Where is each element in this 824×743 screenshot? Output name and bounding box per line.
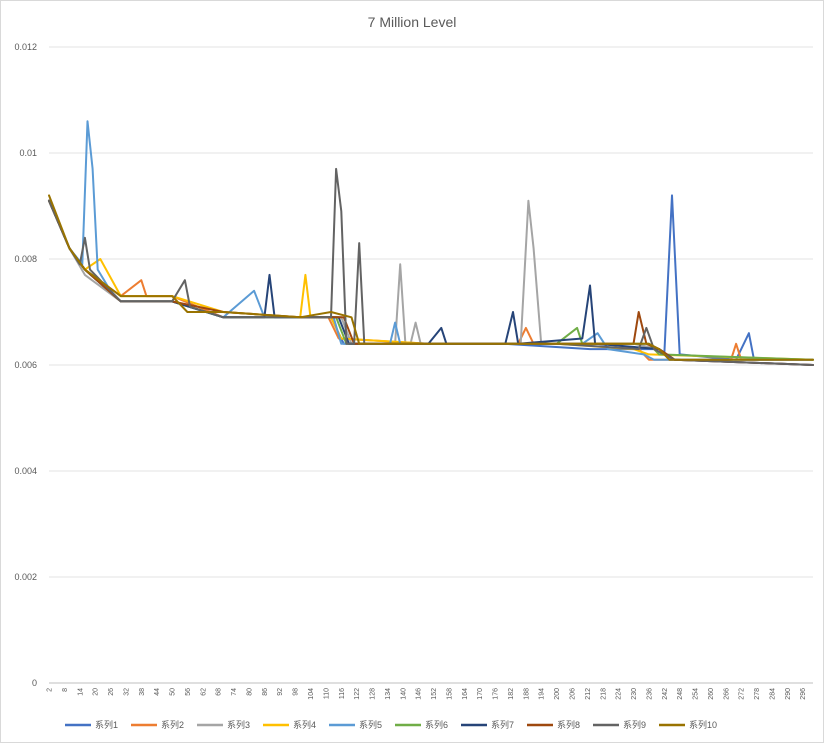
x-tick-label: 206 xyxy=(570,688,577,700)
x-tick-label: 92 xyxy=(277,688,284,696)
x-tick-label: 140 xyxy=(400,688,407,700)
series-line xyxy=(48,167,814,366)
x-tick-label: 80 xyxy=(246,688,253,696)
legend-label: 系列1 xyxy=(95,719,118,730)
legend-label: 系列7 xyxy=(491,719,514,730)
legend-label: 系列5 xyxy=(359,719,382,730)
x-tick-label: 104 xyxy=(308,688,315,700)
legend-label: 系列2 xyxy=(161,719,184,730)
x-tick-label: 56 xyxy=(185,688,192,696)
y-tick-label: 0.01 xyxy=(19,148,37,158)
y-axis-ticks: 0 0.002 0.004 0.006 0.008 0.01 0.012 xyxy=(14,42,37,688)
x-tick-label: 182 xyxy=(508,688,515,700)
x-tick-label: 116 xyxy=(339,688,346,699)
x-tick-label: 62 xyxy=(200,688,207,696)
x-tick-label: 272 xyxy=(739,688,746,700)
x-tick-label: 38 xyxy=(139,688,146,696)
x-tick-label: 212 xyxy=(585,688,592,700)
x-tick-label: 260 xyxy=(708,688,715,700)
series-lines xyxy=(48,120,814,366)
x-tick-label: 164 xyxy=(462,688,469,700)
x-tick-label: 242 xyxy=(662,688,669,700)
x-tick-label: 110 xyxy=(323,688,330,699)
legend-label: 系列9 xyxy=(623,719,646,730)
x-tick-label: 278 xyxy=(754,688,761,700)
x-tick-label: 248 xyxy=(677,688,684,700)
x-tick-label: 86 xyxy=(262,688,269,696)
y-tick-label: 0 xyxy=(32,678,37,688)
x-tick-label: 266 xyxy=(723,688,730,700)
y-tick-label: 0.006 xyxy=(14,360,37,370)
y-tick-label: 0.004 xyxy=(14,466,37,476)
legend: 系列1 系列2 系列3 系列4 系列5 系列6 系列7 系列8 系列9 系列10 xyxy=(65,719,717,730)
x-tick-label: 254 xyxy=(693,688,700,700)
x-tick-label: 218 xyxy=(600,688,607,700)
x-tick-label: 170 xyxy=(477,688,484,700)
x-tick-label: 158 xyxy=(446,688,453,700)
legend-label: 系列4 xyxy=(293,719,316,730)
x-tick-label: 146 xyxy=(416,688,423,700)
x-tick-label: 188 xyxy=(523,688,530,700)
x-tick-label: 98 xyxy=(293,688,300,696)
legend-label: 系列3 xyxy=(227,719,250,730)
x-tick-label: 20 xyxy=(93,688,100,696)
y-tick-label: 0.008 xyxy=(14,254,37,264)
x-tick-label: 236 xyxy=(646,688,653,700)
y-tick-label: 0.002 xyxy=(14,572,37,582)
legend-label: 系列6 xyxy=(425,719,448,730)
x-tick-label: 68 xyxy=(216,688,223,696)
series-line xyxy=(48,199,814,361)
series-line xyxy=(48,194,814,361)
x-tick-label: 26 xyxy=(108,688,115,696)
x-axis-ticks: 2 8 14 20 26 32 38 44 50 56 62 68 74 80 86 92 98 104 110 11… xyxy=(47,688,808,700)
series-line xyxy=(48,199,814,366)
y-tick-label: 0.012 xyxy=(14,42,37,52)
series-line xyxy=(48,120,814,361)
x-tick-label: 50 xyxy=(170,688,177,696)
x-tick-label: 230 xyxy=(631,688,638,700)
x-tick-label: 296 xyxy=(800,688,807,700)
x-tick-label: 152 xyxy=(431,688,438,700)
x-tick-label: 2 xyxy=(47,688,54,692)
x-tick-label: 44 xyxy=(154,688,161,696)
series-line xyxy=(48,199,814,361)
x-tick-label: 290 xyxy=(785,688,792,700)
x-tick-label: 284 xyxy=(769,688,776,700)
x-tick-label: 14 xyxy=(77,688,84,696)
series-line xyxy=(48,199,814,361)
x-tick-label: 176 xyxy=(493,688,500,700)
gridlines xyxy=(49,46,813,684)
x-tick-label: 224 xyxy=(616,688,623,700)
series-line xyxy=(48,199,814,361)
x-tick-label: 74 xyxy=(231,688,238,696)
x-tick-label: 134 xyxy=(385,688,392,700)
x-tick-label: 32 xyxy=(123,688,130,696)
legend-label: 系列10 xyxy=(689,719,717,730)
x-tick-label: 194 xyxy=(539,688,546,700)
x-tick-label: 122 xyxy=(354,688,361,700)
series-line xyxy=(48,194,814,361)
chart-title: 7 Million Level xyxy=(368,14,457,30)
x-tick-label: 128 xyxy=(370,688,377,700)
x-tick-label: 8 xyxy=(62,688,69,692)
legend-label: 系列8 xyxy=(557,719,580,730)
x-tick-label: 200 xyxy=(554,688,561,700)
